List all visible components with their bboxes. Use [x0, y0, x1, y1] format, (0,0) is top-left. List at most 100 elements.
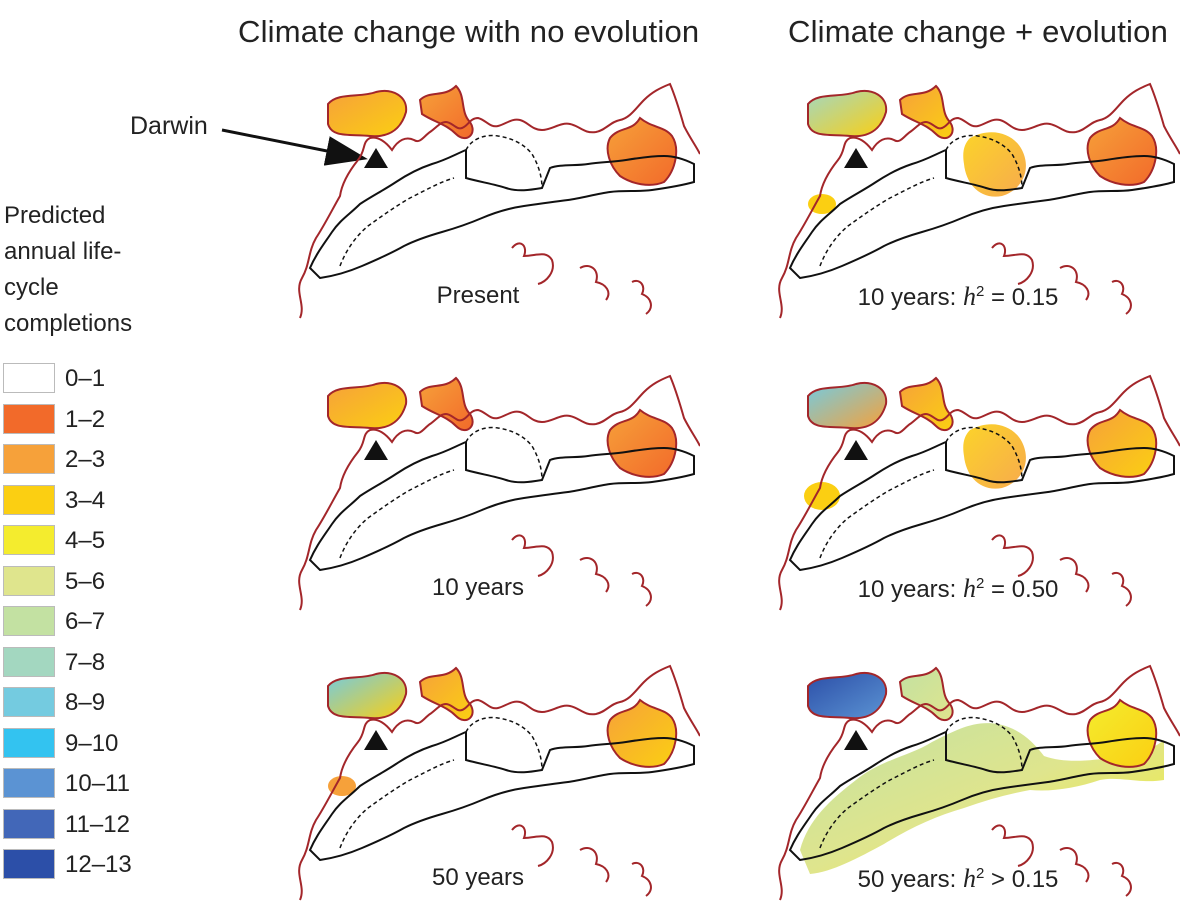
legend-swatch — [3, 849, 55, 879]
heritability-exponent: 2 — [975, 865, 985, 882]
legend-label: 4–5 — [65, 527, 106, 554]
caption-prefix: 10 years: — [857, 284, 963, 311]
legend-swatch — [3, 768, 55, 798]
heritability-symbol: h — [962, 282, 976, 311]
legend-swatch — [3, 525, 55, 555]
legend-swatch — [3, 444, 55, 474]
darwin-marker-icon — [364, 148, 388, 168]
north-fill-region — [898, 376, 954, 432]
north-fill-region — [418, 84, 474, 140]
map-panel-evo-10-050: 10 years: h2 = 0.50 — [760, 370, 1181, 620]
caption-value: = 0.50 — [984, 576, 1059, 603]
coastline — [298, 664, 701, 901]
legend-label: 0–1 — [65, 365, 106, 392]
islands-outline — [511, 824, 652, 897]
legend-swatch — [3, 687, 55, 717]
map-present — [298, 82, 701, 319]
legend-item: 8–9 — [3, 686, 173, 722]
inland-fill-region — [963, 132, 1026, 197]
map-no-evo-50 — [298, 664, 701, 901]
legend-title-line: annual life- — [4, 238, 122, 265]
north-fill-region — [418, 376, 474, 432]
northwest-fill-region — [327, 90, 408, 138]
darwin-marker-icon — [844, 730, 868, 750]
map-caption: 10 years: h2 = 0.50 — [858, 574, 1059, 604]
map-panel-no-evo-50: 50 years — [280, 660, 701, 910]
legend-swatch — [3, 484, 55, 515]
region-boundary — [308, 730, 695, 862]
legend-item: 4–5 — [3, 524, 173, 560]
legend-item: 11–12 — [3, 808, 173, 844]
caption-value: = 0.15 — [984, 284, 1059, 311]
inland-fill-region — [963, 424, 1026, 489]
coastline — [298, 374, 701, 611]
map-evo-10-015 — [778, 82, 1181, 319]
map-evo-50 — [778, 664, 1181, 901]
column-title-evolution: Climate change + evolution — [788, 14, 1169, 49]
legend-item: 1–2 — [3, 403, 173, 439]
region-boundary — [788, 730, 1175, 862]
legend-label: 7–8 — [65, 648, 106, 676]
legend-title: Predicted annual life-cycle completions — [4, 198, 174, 342]
darwin-label: Darwin — [130, 112, 208, 140]
map-no-evo-10 — [298, 374, 701, 611]
caption-value: > 0.15 — [984, 866, 1059, 893]
region-boundary — [308, 440, 695, 572]
legend-swatch — [3, 363, 55, 393]
legend-label: 1–2 — [65, 405, 106, 433]
map-caption: 50 years — [431, 864, 525, 891]
islands-outline — [991, 534, 1132, 607]
column-title-no-evolution: Climate change with no evolution — [238, 14, 700, 49]
darwin-marker-icon — [844, 148, 868, 168]
north-fill-region — [418, 666, 474, 722]
inland-fill-patch — [328, 776, 356, 796]
east-fill-region — [606, 408, 678, 478]
coastline — [778, 664, 1181, 901]
legend-item: 0–1 — [3, 362, 173, 398]
map-caption: 10 years — [431, 574, 525, 601]
legend-item: 3–4 — [3, 484, 173, 520]
east-fill-region — [1086, 116, 1158, 186]
legend-item: 7–8 — [3, 646, 173, 682]
legend-item: 6–7 — [3, 605, 173, 641]
legend-label: 8–9 — [65, 689, 106, 716]
northwest-fill-region — [327, 382, 408, 430]
islands-outline — [991, 242, 1132, 315]
map-panel-no-evo-10: 10 years — [280, 370, 701, 620]
legend-swatch — [3, 403, 55, 434]
legend-label: 11–12 — [65, 810, 130, 838]
darwin-marker-icon — [364, 440, 388, 460]
dashed-boundary — [819, 716, 1023, 849]
northwest-fill-region — [807, 90, 888, 138]
map-evo-10-050 — [778, 374, 1181, 611]
inland-fill-region — [800, 723, 1164, 874]
legend-label: 12–13 — [65, 851, 132, 878]
heritability-symbol: h — [962, 574, 976, 603]
map-panel-evo-50: 50 years: h2 > 0.15 — [760, 660, 1181, 910]
east-fill-region — [606, 698, 678, 768]
caption-prefix: 10 years: — [857, 576, 963, 603]
northwest-fill-region — [327, 672, 408, 720]
northwest-fill-region — [807, 382, 888, 430]
dashed-boundary — [339, 716, 543, 849]
islands-outline — [511, 534, 652, 607]
map-caption: Present — [436, 282, 520, 309]
heritability-symbol: h — [962, 864, 976, 893]
dashed-boundary — [339, 426, 543, 559]
legend-item: 5–6 — [3, 565, 173, 601]
darwin-marker-icon — [364, 730, 388, 750]
legend-swatch — [3, 565, 55, 596]
map-panel-present: Present — [280, 78, 701, 328]
east-fill-region — [1086, 698, 1158, 768]
legend-label: 6–7 — [65, 608, 106, 635]
region-boundary — [308, 148, 695, 280]
east-fill-region — [1086, 408, 1158, 478]
legend-title-line: completions — [4, 310, 133, 337]
legend-label: 5–6 — [65, 567, 106, 595]
heritability-exponent: 2 — [975, 575, 985, 592]
legend-swatch — [3, 606, 55, 636]
inland-fill-patch — [808, 194, 836, 214]
legend-label: 9–10 — [65, 729, 119, 757]
islands-outline — [991, 824, 1132, 897]
